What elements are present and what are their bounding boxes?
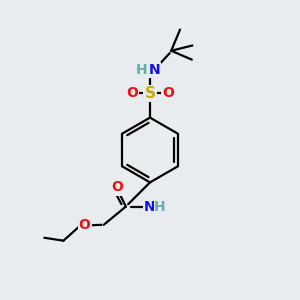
Text: O: O [79,218,91,233]
Text: S: S [145,86,155,101]
Text: N: N [148,63,160,77]
Text: H: H [136,63,148,77]
Text: O: O [162,86,174,100]
Text: N: N [144,200,156,214]
Text: O: O [111,180,123,194]
Text: H: H [154,200,166,214]
Text: O: O [126,86,138,100]
